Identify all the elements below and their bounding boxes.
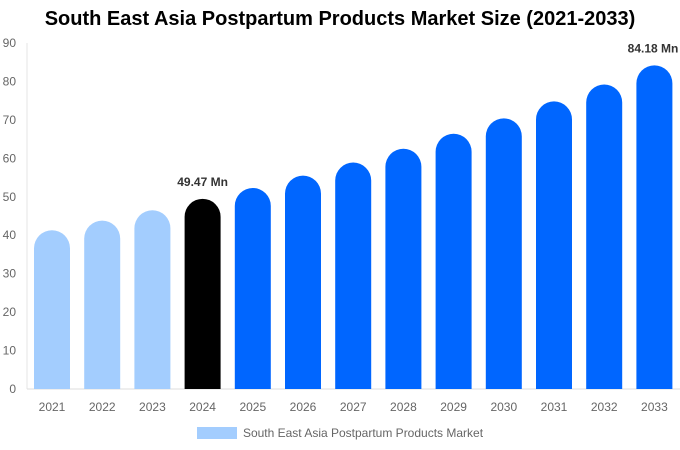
- bar-2029: [435, 133, 472, 389]
- bar-2026: [285, 175, 321, 389]
- legend-label: South East Asia Postpartum Products Mark…: [242, 426, 484, 440]
- y-tick-label: 80: [3, 74, 17, 88]
- legend-swatch: [196, 427, 237, 439]
- bar-2021: [34, 230, 70, 389]
- y-tick-label: 70: [3, 113, 17, 127]
- bar-2025: [234, 187, 271, 389]
- y-tick-label: 60: [3, 151, 17, 165]
- bar-2031: [536, 101, 572, 390]
- y-tick-label: 20: [3, 305, 17, 319]
- bar-2030: [485, 118, 522, 389]
- x-tick-label: 2026: [290, 400, 317, 414]
- x-tick-label: 2030: [490, 400, 517, 414]
- bar-2027: [335, 162, 372, 389]
- x-tick-label: 2022: [89, 400, 116, 414]
- y-tick-label: 30: [3, 267, 17, 281]
- x-tick-label: 2027: [340, 400, 367, 414]
- y-tick-label: 50: [3, 190, 17, 204]
- x-tick-label: 2028: [390, 400, 417, 414]
- bar-2028: [385, 148, 422, 389]
- data-label: 49.47 Mn: [177, 175, 228, 189]
- y-tick-label: 0: [9, 382, 16, 396]
- data-label: 84.18 Mn: [628, 41, 679, 55]
- x-tick-label: 2032: [591, 400, 618, 414]
- y-tick-label: 40: [3, 228, 17, 242]
- x-tick-label: 2031: [541, 400, 568, 414]
- x-tick-label: 2023: [139, 400, 166, 414]
- x-tick-label: 2025: [239, 400, 266, 414]
- x-tick-label: 2024: [189, 400, 216, 414]
- x-tick-label: 2033: [641, 400, 668, 414]
- bar-2023: [134, 210, 171, 389]
- bar-2033: [636, 65, 673, 390]
- x-tick-label: 2021: [39, 400, 66, 414]
- bar-2024: [184, 198, 221, 389]
- x-tick-label: 2029: [440, 400, 467, 414]
- y-tick-label: 90: [3, 36, 17, 50]
- bar-2032: [586, 84, 623, 390]
- legend: South East Asia Postpartum Products Mark…: [0, 426, 680, 440]
- y-tick-label: 10: [3, 344, 17, 358]
- chart-title: South East Asia Postpartum Products Mark…: [44, 8, 636, 30]
- bar-2022: [84, 220, 121, 389]
